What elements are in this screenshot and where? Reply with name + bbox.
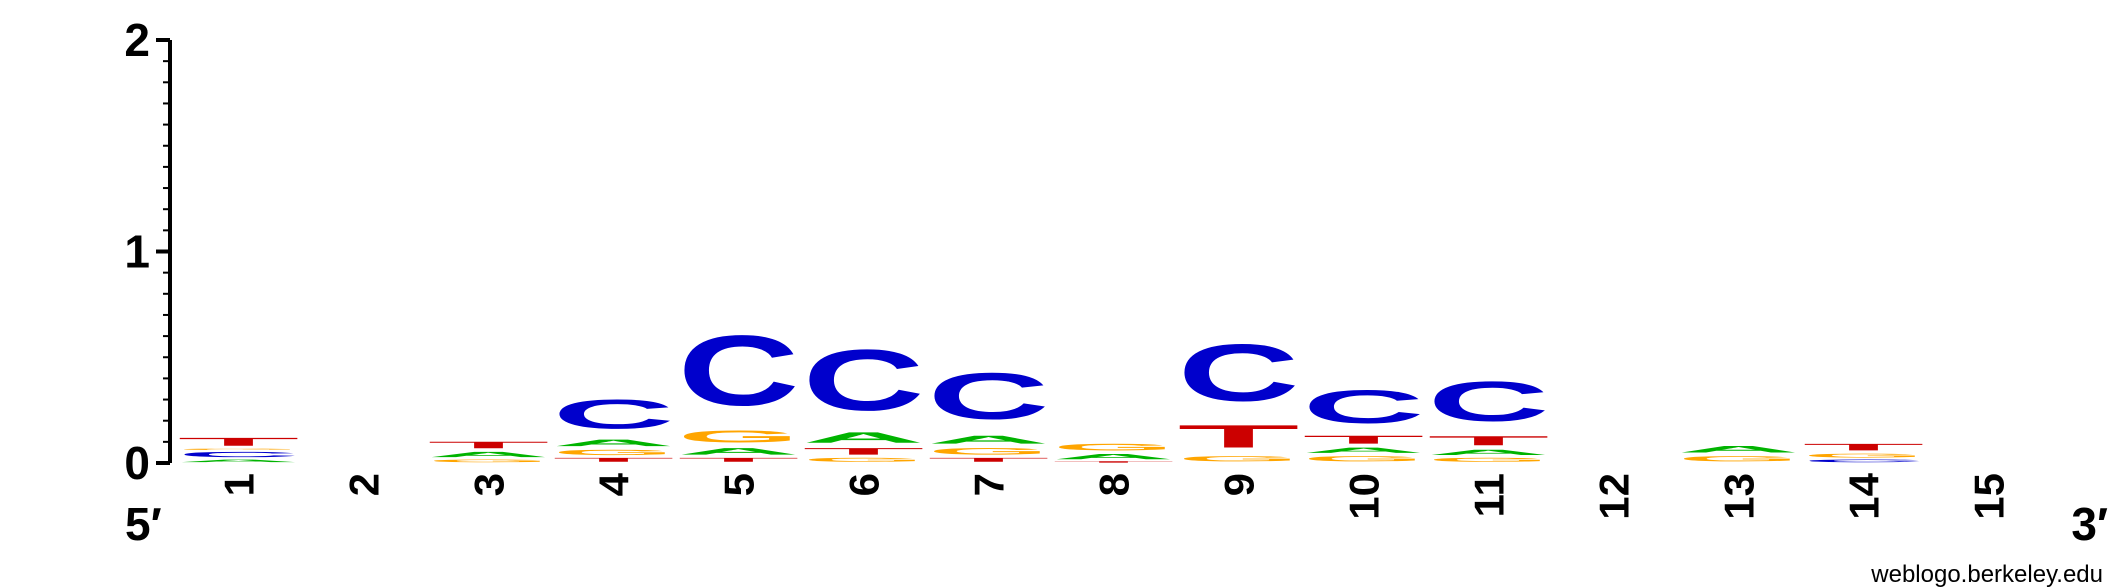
- three-prime-label: 3′: [2071, 498, 2108, 550]
- x-tick-label: 8: [1091, 473, 1138, 496]
- x-tick-label: 14: [1841, 472, 1888, 519]
- x-axis-labels: 1 2 3 4 5 6 7 8 9 10 11 12 13 14 15: [216, 472, 2013, 519]
- logo-letter-c: C: [803, 332, 925, 429]
- y-tick-label: 0: [124, 437, 150, 489]
- logo-letter-t: T: [428, 440, 550, 451]
- logo-letter-g: G: [1428, 457, 1550, 463]
- x-tick-label: 9: [1216, 473, 1263, 496]
- five-prime-label: 5′: [125, 498, 162, 550]
- logo-letter-g: G: [553, 448, 675, 456]
- logo-letter-t: T: [678, 457, 800, 463]
- x-tick-label: 6: [841, 473, 888, 496]
- logo-letter-t: T: [178, 435, 300, 448]
- logo-letter-a: A: [553, 438, 675, 448]
- logo-letter-g: G: [1178, 455, 1300, 463]
- logo-letter-g: G: [1678, 455, 1800, 463]
- logo-letter-g: G: [178, 448, 300, 450]
- x-tick-label: 12: [1591, 473, 1638, 520]
- logo-letter-a: A: [1052, 452, 1174, 460]
- logo-letter-t: T: [1053, 461, 1175, 463]
- x-tick-label: 2: [341, 473, 388, 496]
- x-tick-label: 10: [1341, 473, 1388, 520]
- logo-letter-c: C: [1428, 370, 1550, 433]
- logo-letter-c: C: [678, 315, 800, 427]
- logo-letter-c: C: [1803, 459, 1925, 463]
- y-tick-label: 1: [124, 226, 150, 278]
- y-tick-label: 2: [124, 14, 150, 66]
- x-tick-label: 7: [966, 473, 1013, 496]
- logo-letter-g: G: [1803, 452, 1925, 458]
- x-tick-label: 3: [466, 473, 513, 496]
- logo-letter-g: G: [928, 446, 1050, 457]
- logo-letter-c: C: [928, 360, 1050, 434]
- logo-letter-t: T: [928, 457, 1050, 463]
- logo-letter-t: T: [1428, 433, 1550, 448]
- x-tick-label: 15: [1966, 473, 2013, 520]
- logo-letter-g: G: [428, 459, 550, 463]
- x-tick-label: 5: [716, 473, 763, 496]
- y-axis: 0 1 2: [124, 14, 172, 489]
- logo-letter-g: G: [803, 457, 925, 463]
- logo-letter-a: A: [1427, 448, 1549, 456]
- logo-letter-a: A: [927, 433, 1049, 446]
- x-tick-label: 11: [1466, 473, 1513, 517]
- logo-letter-g: G: [1303, 455, 1425, 463]
- logo-letter-t: T: [1178, 419, 1300, 455]
- x-tick-label: 13: [1716, 473, 1763, 520]
- x-tick-label: 1: [216, 473, 263, 496]
- logo-letter-g: G: [1053, 442, 1175, 453]
- logo-letter-a: A: [427, 450, 549, 458]
- logo-letter-a: A: [178, 459, 300, 463]
- logo-letter-c: C: [177, 450, 299, 458]
- logo-letter-a: A: [803, 429, 925, 446]
- logo-letter-t: T: [803, 446, 925, 457]
- logo-letters: ACGTGATTGACTAGCGTACTGACTAGGTCGATCGATCGAC…: [177, 315, 1924, 463]
- logo-letter-a: A: [678, 446, 800, 456]
- logo-letter-c: C: [553, 391, 675, 437]
- logo-letter-t: T: [1303, 433, 1425, 446]
- credit-text: weblogo.berkeley.edu: [1870, 561, 2103, 588]
- logo-letter-g: G: [678, 427, 800, 446]
- logo-letter-c: C: [1178, 328, 1300, 419]
- x-tick-label: 4: [591, 472, 638, 496]
- logo-letter-t: T: [553, 457, 675, 463]
- logo-letter-c: C: [1303, 381, 1425, 434]
- logo-letter-a: A: [1678, 444, 1800, 454]
- logo-letter-t: T: [1803, 442, 1925, 453]
- logo-letter-a: A: [1302, 446, 1424, 454]
